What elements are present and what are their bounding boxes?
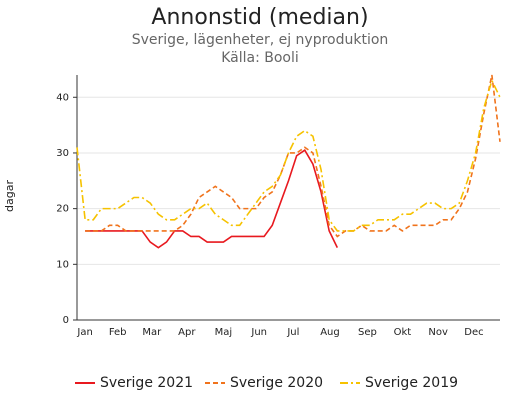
y-tick-label: 10 (56, 259, 69, 270)
legend-label: Sverige 2019 (365, 375, 458, 391)
y-tick-label: 20 (56, 204, 69, 215)
x-tick-label: Jun (250, 327, 267, 338)
x-tick-label: Dec (464, 327, 483, 338)
series-line (85, 74, 501, 238)
chart-source: Källa: Booli (221, 50, 299, 66)
y-tick-label: 40 (56, 92, 69, 103)
x-tick-label: Apr (178, 327, 196, 338)
x-tick-label: Nov (428, 327, 448, 338)
legend-label: Sverige 2021 (100, 375, 193, 391)
legend-label: Sverige 2020 (230, 375, 323, 391)
x-tick-label: Mar (142, 327, 162, 338)
chart-title: Annonstid (median) (151, 5, 368, 30)
x-tick-label: Jul (286, 327, 299, 338)
x-tick-label: Jan (76, 327, 92, 338)
y-tick-label: 0 (63, 315, 69, 326)
series-line (85, 149, 339, 249)
y-axis-label: dagar (3, 180, 16, 212)
y-tick-label: 30 (56, 148, 69, 159)
x-tick-label: Sep (358, 327, 377, 338)
x-tick-label: Maj (215, 327, 233, 338)
chart-subtitle: Sverige, lägenheter, ej nyproduktion (132, 32, 389, 48)
x-tick-label: Aug (320, 327, 340, 338)
x-tick-label: Okt (394, 327, 412, 338)
x-tick-label: Feb (109, 327, 127, 338)
series-line (76, 78, 501, 232)
